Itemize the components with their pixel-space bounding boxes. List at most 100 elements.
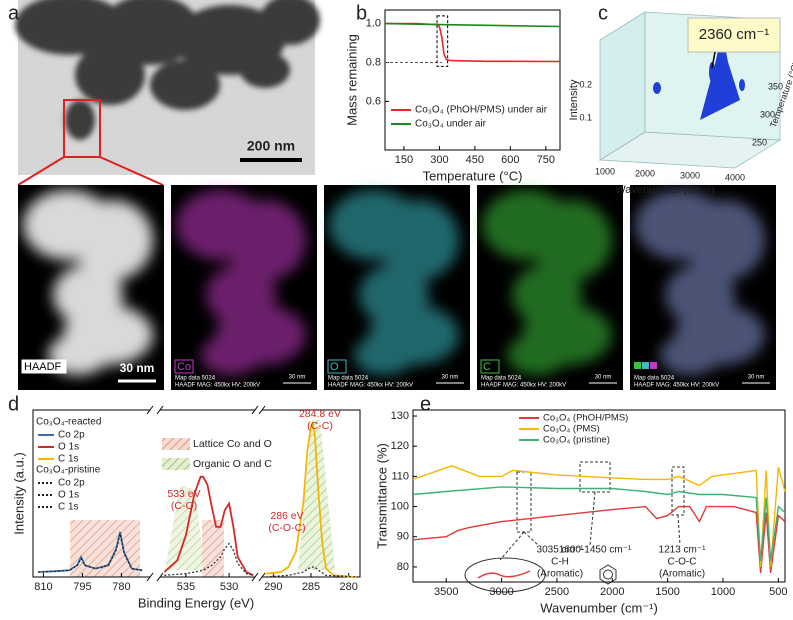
map-label: HAADF (24, 361, 62, 373)
line (164, 542, 254, 576)
map-caption: HAADF MAG: 450kx HV: 200kV (328, 383, 413, 389)
panel-label: d (8, 393, 19, 415)
map-caption: Map data 5024 (481, 376, 522, 382)
y-tick-label: 0.8 (366, 56, 381, 68)
x-tick-label: 600 (501, 154, 519, 166)
line (163, 475, 254, 577)
legend-label: O 1s (58, 490, 79, 501)
y-tick-label: 120 (391, 440, 409, 452)
x-tick-label: 280 (340, 581, 358, 593)
highlight-box (436, 15, 449, 67)
map-label-box (174, 359, 194, 374)
legend-label: Co₃O₄ (PhOH/PMS) (543, 413, 628, 424)
map-label: O (330, 361, 339, 373)
tick-label: 0.1 (579, 112, 592, 122)
x-tick-label: 750 (537, 154, 555, 166)
x-tick-label: 450 (466, 154, 484, 166)
legend-swatch (642, 362, 649, 369)
x-tick-label: 300 (430, 154, 448, 166)
line (412, 505, 786, 573)
legend-label: Co 2p (58, 478, 85, 489)
legend-label: C 1s (58, 454, 79, 465)
plot-frame (384, 9, 561, 151)
annotation: (C-O) (171, 500, 197, 512)
annotation: (Aromatic) (659, 569, 705, 580)
annotation: 1213 cm⁻¹ (659, 545, 707, 556)
blob (226, 200, 306, 280)
blob (532, 200, 612, 280)
tick-label: 1000 (595, 166, 615, 176)
scale-bar: 200 nm (247, 138, 295, 154)
map-caption: HAADF MAG: 450kx HV: 200kV (481, 383, 566, 389)
map-caption: Map data 5024 (328, 376, 369, 382)
map-label-box (21, 359, 67, 374)
blob (201, 335, 261, 375)
legend-swatch (650, 362, 657, 369)
map-signal (329, 190, 459, 375)
x-tick-label: 2000 (600, 586, 624, 598)
annotation: (Aromatic) (537, 569, 583, 580)
annotation: Organic O and C (193, 458, 272, 470)
annotation: C-H (551, 557, 569, 568)
map-signal (635, 190, 765, 375)
annotation: 1600-1450 cm⁻¹ (559, 545, 632, 556)
y-tick-label: 0.6 (366, 95, 381, 107)
map-caption: Map data 5024 (175, 376, 216, 382)
annotation: (C-C) (307, 420, 333, 432)
line (265, 566, 357, 578)
x-tick-label: 810 (34, 581, 52, 593)
x-tick-label: 500 (769, 586, 787, 598)
scale-bar-label: 30 nm (748, 375, 765, 381)
legend-label: Co₃O₄ (PMS) (543, 424, 600, 435)
legend-label: Co₃O₄ under air (415, 119, 487, 130)
map-caption: HAADF MAG: 450kx HV: 200kV (634, 383, 719, 389)
tick-label: 2000 (635, 168, 655, 178)
line (265, 420, 357, 578)
legend-swatch (634, 362, 641, 369)
annotation: Lattice Co and O (193, 438, 272, 450)
axis-break (150, 407, 160, 413)
legend-label: Co 2p (58, 430, 85, 441)
panel-c-3d (598, 11, 782, 169)
x-tick-label: 530 (220, 581, 238, 593)
x-tick-label: 780 (112, 581, 130, 593)
annotation: 286 eV (270, 510, 303, 522)
break-mark (251, 405, 266, 582)
y-tick-label: 90 (397, 531, 409, 543)
blob (73, 200, 153, 280)
tem-image: 200 nm (15, 0, 320, 186)
x-tick-label: 1500 (655, 586, 679, 598)
x-tick-label: 285 (302, 581, 320, 593)
y-tick-label: 110 (391, 470, 409, 482)
x-tick-label: 795 (73, 581, 91, 593)
annotation: 3035 cm⁻¹ (537, 545, 585, 556)
tick-label: 350 (768, 81, 783, 91)
scale-bar-label: 30 nm (120, 361, 155, 375)
map-signal (23, 190, 153, 375)
map-caption: HAADF MAG: 450kx HV: 200kV (175, 383, 260, 389)
x-tick-label: 3000 (489, 586, 513, 598)
axis-break (255, 574, 262, 580)
x-tick-label: 535 (177, 581, 195, 593)
blob (354, 335, 414, 375)
line (384, 22, 561, 28)
panel-label: a (8, 2, 20, 24)
line (412, 465, 786, 567)
plot-frame (412, 409, 786, 583)
annotation: 284.8 eV (299, 408, 341, 420)
x-tick-label: 290 (264, 581, 282, 593)
legend-label: O 1s (58, 442, 79, 453)
plot-frame (32, 409, 361, 578)
axis-break (150, 574, 160, 580)
panel-e-decor (464, 461, 685, 593)
y-tick-label: 1.0 (366, 18, 381, 30)
map-label: Co (177, 361, 191, 373)
legend-label: Co₃O₄ (pristine) (543, 435, 610, 446)
x-tick-label: 3500 (434, 586, 458, 598)
line (385, 22, 561, 63)
